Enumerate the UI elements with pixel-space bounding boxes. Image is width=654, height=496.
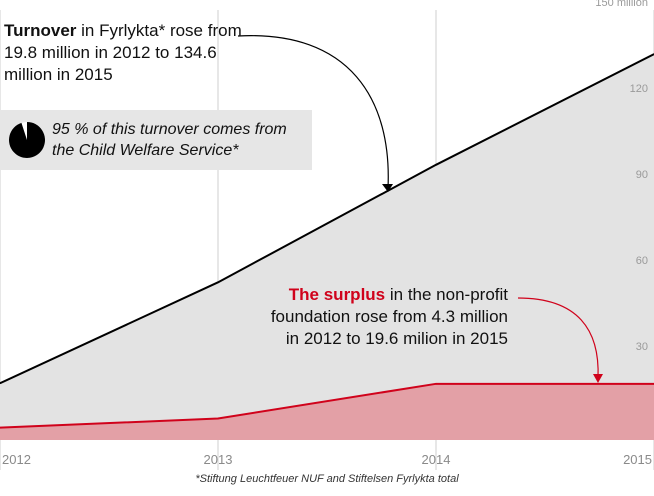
y-tick-150: 150 million xyxy=(595,0,648,9)
x-tick-2015: 2015 xyxy=(623,452,652,467)
series-0-point-2012 xyxy=(0,382,1,385)
series-0-point-2013 xyxy=(217,281,219,284)
surplus-text: in the non-profit foundation rose from 4… xyxy=(270,285,508,348)
series-1-point-2012 xyxy=(0,426,1,429)
turnover-arrow-head xyxy=(382,184,393,192)
pie-chart-icon xyxy=(8,122,45,158)
area-series xyxy=(0,53,654,440)
turnover-arrow xyxy=(237,35,389,189)
x-tick-2014: 2014 xyxy=(422,452,451,467)
y-tick-90: 90 xyxy=(636,169,648,181)
surplus-arrow-head xyxy=(593,374,603,383)
x-axis-ticks: 2012 2013 2014 2015 xyxy=(2,452,652,467)
surplus-arrow xyxy=(517,297,599,379)
series-0-line xyxy=(0,53,654,385)
surplus-bold: The surplus xyxy=(288,285,386,304)
footnote: *Stiftung Leuchtfeuer NUF and Stiftelsen… xyxy=(195,473,459,485)
y-tick-120: 120 xyxy=(630,83,648,95)
turnover-annotation: Turnover in Fyrlykta* rose from 19.8 mil… xyxy=(4,20,254,86)
pie-slice-child-welfare xyxy=(8,122,45,158)
x-tick-2012: 2012 xyxy=(2,452,31,467)
turnover-text: in Fyrlykta* rose from 19.8 million in 2… xyxy=(4,21,242,84)
surplus-annotation: The surplus in the non-profit foundation… xyxy=(258,284,508,350)
series-1-area xyxy=(0,383,654,440)
annotation-arrows xyxy=(237,35,603,383)
series-0-area xyxy=(0,54,654,440)
series-1-line xyxy=(0,382,654,429)
series-0-point-2014 xyxy=(435,164,437,166)
y-tick-60: 60 xyxy=(636,255,648,267)
y-axis-ticks: 30 60 90 120 150 million xyxy=(595,0,648,353)
series-1-point-2014 xyxy=(435,383,437,385)
y-tick-30: 30 xyxy=(636,341,648,353)
turnover-share-box: 95 % of this turnover comes from the Chi… xyxy=(0,110,312,170)
pie-text: 95 % of this turnover comes from the Chi… xyxy=(52,121,287,159)
series-1-point-2013 xyxy=(217,417,219,420)
turnover-bold: Turnover xyxy=(4,21,77,40)
x-tick-2013: 2013 xyxy=(204,452,233,467)
